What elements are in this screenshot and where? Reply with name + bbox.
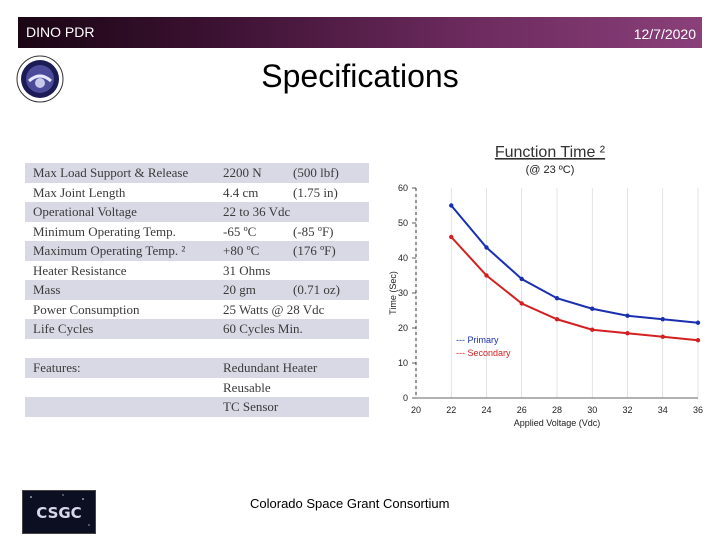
series-line-primary: [450, 204, 699, 324]
function-time-chart: Function Time ² (@ 23 ºC) 20 22 24 26 28 30 32 34…: [370, 135, 710, 435]
y-tick-label: 0: [403, 393, 408, 403]
spec-cell-c1: Power Consumption: [33, 301, 140, 317]
spec-cell-c3: (1.75 in): [293, 184, 338, 200]
x-tick-label: 34: [658, 405, 668, 415]
spec-cell-c1: Mass: [33, 282, 61, 297]
data-point-secondary: [519, 301, 524, 306]
data-point-primary: [449, 203, 454, 208]
legend-primary: --- Primary: [456, 335, 499, 345]
y-tick-label: 20: [398, 323, 408, 333]
data-point-secondary: [625, 331, 630, 336]
header-left-text: DINO PDR: [26, 24, 95, 40]
x-tick-label: 24: [481, 405, 491, 415]
chart-title: Function Time ²: [495, 144, 606, 161]
y-tick-label: 40: [398, 253, 408, 263]
data-point-primary: [695, 320, 701, 325]
y-tick-label: 60: [398, 183, 408, 193]
spec-cell-c2: TC Sensor: [223, 399, 279, 414]
data-point-secondary: [554, 317, 560, 322]
data-point-secondary: [484, 273, 489, 278]
spec-cell-c2: 22 to 36 Vdc: [223, 204, 291, 219]
spec-row: Life Cycles 60 Cycles Min.: [25, 319, 369, 339]
spec-cell-c2: +80 ºC: [223, 243, 260, 258]
spec-cell-c1: Operational Voltage: [33, 204, 137, 219]
spec-cell-c2: -65 ºC: [223, 223, 257, 239]
spec-row: Power Consumption 25 Watts @ 28 Vdc: [25, 300, 369, 320]
data-point-secondary: [695, 338, 701, 343]
spec-cell-c1: Max Load Support & Release: [33, 165, 189, 180]
x-axis-label: Applied Voltage (Vdc): [514, 418, 601, 428]
spec-cell-c2: 31 Ohms: [223, 262, 271, 278]
x-tick-label: 30: [587, 405, 597, 415]
chart-subtitle: (@ 23 ºC): [526, 164, 575, 176]
spec-cell-c2: 25 Watts @ 28 Vdc: [223, 301, 325, 317]
spec-row: Mass 20 gm (0.71 oz): [25, 280, 369, 300]
data-point-primary: [625, 313, 630, 318]
data-point-primary: [519, 276, 524, 282]
y-axis-label: Time (Sec): [388, 271, 398, 315]
x-tick-label: 22: [446, 405, 456, 415]
spec-row: Features: Redundant Heater: [25, 358, 369, 378]
data-point-secondary: [660, 334, 665, 339]
csgc-logo-text: CSGC: [36, 504, 81, 522]
spec-cell-c3: (-85 ºF): [293, 223, 334, 239]
spec-cell-c1: Maximum Operating Temp. ²: [33, 243, 186, 258]
series-line-secondary: [450, 236, 699, 342]
x-tick-label: 28: [552, 405, 562, 415]
spec-cell-c1: Life Cycles: [33, 321, 94, 336]
x-tick-label: 26: [517, 405, 527, 415]
y-tick-label: 30: [398, 288, 408, 298]
spec-cell-c2: 2200 N: [223, 165, 262, 180]
data-point-secondary: [590, 327, 595, 332]
spec-row: Max Load Support & Release 2200 N (500 lbf…: [25, 163, 369, 183]
spec-cell-c2: 60 Cycles Min.: [223, 321, 303, 336]
csgc-logo-icon: CSGC: [22, 490, 96, 534]
x-tick-label: 36: [693, 405, 703, 415]
spec-row: [25, 339, 369, 359]
spec-cell-c1: Heater Resistance: [33, 262, 127, 278]
footer-text: Colorado Space Grant Consortium: [250, 496, 450, 511]
spec-row: TC Sensor: [25, 397, 369, 417]
ccar-logo-icon: [16, 55, 64, 103]
x-tick-label: 32: [622, 405, 632, 415]
spec-row: Max Joint Length 4.4 cm (1.75 in): [25, 183, 369, 203]
header-bar: DINO PDR 12/7/2020: [18, 17, 702, 48]
spec-cell-c3: (176 ºF): [293, 243, 336, 258]
data-point-primary: [484, 245, 489, 250]
spec-row: Operational Voltage 22 to 36 Vdc: [25, 202, 369, 222]
spec-cell-c2: Redundant Heater: [223, 360, 318, 375]
spec-cell-c3: (0.71 oz): [293, 282, 340, 297]
data-point-primary: [554, 296, 560, 301]
spec-row: Heater Resistance 31 Ohms: [25, 261, 369, 281]
legend-secondary: --- Secondary: [456, 348, 511, 358]
data-point-primary: [590, 306, 595, 311]
x-tick-label: 20: [411, 405, 421, 415]
y-tick-label: 50: [398, 218, 408, 228]
spec-cell-c1: Minimum Operating Temp.: [33, 223, 176, 239]
spec-cell-c2: 4.4 cm: [223, 184, 259, 200]
data-point-primary: [660, 317, 665, 322]
spec-row: Maximum Operating Temp. ² +80 ºC (176 ºF): [25, 241, 369, 261]
spec-cell-c1: Features:: [33, 360, 81, 375]
data-point-secondary: [449, 234, 454, 240]
header-date: 12/7/2020: [633, 26, 696, 42]
spec-cell-c2: 20 gm: [223, 282, 256, 297]
spec-cell-c2: Reusable: [223, 379, 271, 395]
spec-row: Minimum Operating Temp. -65 ºC (-85 ºF): [25, 222, 369, 242]
spec-row: Reusable: [25, 378, 369, 398]
spec-cell-c1: Max Joint Length: [33, 184, 126, 200]
page-title: Specifications: [261, 58, 459, 94]
spec-cell-c3: (500 lbf): [293, 165, 339, 180]
y-tick-label: 10: [398, 358, 408, 368]
